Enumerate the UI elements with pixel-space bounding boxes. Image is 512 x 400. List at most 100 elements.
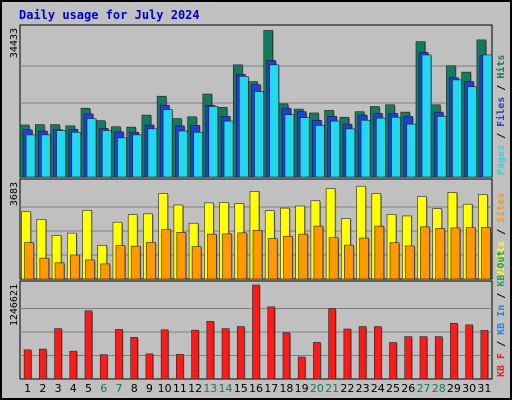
day-label-5: 5 (85, 382, 92, 395)
bar-pages-day-17 (269, 64, 280, 178)
bar-kb-f-day-21 (328, 308, 336, 380)
bar-kb-f-day-1 (23, 349, 32, 380)
bar-sites-day-15 (237, 232, 248, 280)
bar-sites-day-23 (359, 237, 369, 280)
bar-sites-day-26 (404, 245, 415, 280)
day-label-22: 22 (340, 382, 354, 395)
bar-sites-day-20 (313, 225, 324, 280)
bar-kb-f-day-27 (419, 336, 428, 380)
bar-kb-f-day-25 (389, 342, 397, 380)
legend-entry: / (496, 133, 507, 145)
bar-pages-day-26 (406, 123, 417, 178)
series-kb-f (23, 284, 489, 380)
bar-pages-day-19 (299, 117, 310, 178)
bar-pages-day-29 (452, 79, 462, 178)
day-label-13: 13 (203, 382, 217, 395)
legend-kbytes: KB F / KB In / KB Out (496, 251, 507, 377)
legend-entry: KB In (496, 305, 507, 341)
bar-pages-day-14 (223, 120, 234, 178)
bar-sites-day-13 (207, 233, 217, 280)
bar-sites-day-17 (267, 238, 278, 280)
legend-visits-sites: Visits / Sites (495, 193, 507, 277)
bar-kb-f-day-8 (130, 337, 138, 380)
day-labels: 1 2 3 4 5 6 7 8 9 10 11 12 13 14 15 16 17 18 19 20 21 22 23 24 2… (24, 382, 491, 395)
bar-pages-day-30 (467, 86, 477, 178)
day-label-1: 1 (24, 382, 31, 395)
day-label-14: 14 (219, 382, 233, 395)
day-label-21: 21 (325, 382, 339, 395)
bar-kb-f-day-29 (450, 322, 458, 380)
bar-pages-day-6 (101, 130, 112, 178)
day-label-17: 17 (264, 382, 278, 395)
bar-pages-day-25 (391, 116, 401, 178)
bar-kb-f-day-30 (465, 324, 473, 380)
legend-entry: KB Out (496, 251, 507, 293)
day-label-26: 26 (401, 382, 415, 395)
bar-pages-day-24 (376, 117, 386, 178)
day-label-29: 29 (447, 382, 461, 395)
bar-sites-day-9 (146, 242, 156, 280)
day-label-4: 4 (70, 382, 77, 395)
bar-kb-f-day-17 (267, 306, 276, 380)
bar-pages-day-21 (330, 120, 340, 178)
bar-sites-day-22 (344, 244, 354, 280)
bar-sites-day-7 (115, 245, 126, 280)
day-label-11: 11 (173, 382, 187, 395)
day-label-28: 28 (432, 382, 446, 395)
bar-sites-day-27 (420, 226, 430, 280)
bar-kb-f-day-13 (206, 321, 215, 380)
bar-pages-day-16 (254, 91, 264, 178)
bar-pages-day-7 (117, 137, 127, 178)
bar-sites-day-1 (24, 242, 34, 280)
bar-kb-f-day-7 (115, 329, 123, 380)
bar-sites-day-6 (100, 263, 111, 280)
legend-entry: / (496, 341, 507, 353)
bar-kb-f-day-18 (282, 332, 291, 380)
bar-sites-day-31 (481, 227, 491, 280)
bar-kb-f-day-12 (191, 329, 199, 380)
bar-pages-day-5 (86, 118, 97, 178)
bar-kb-f-day-14 (221, 328, 230, 380)
bar-sites-day-21 (328, 237, 339, 280)
day-label-16: 16 (249, 382, 263, 395)
bar-pages-day-23 (360, 119, 371, 178)
legend-entry: Pages (496, 145, 507, 175)
day-label-6: 6 (100, 382, 107, 395)
day-label-10: 10 (158, 382, 172, 395)
day-label-30: 30 (462, 382, 476, 395)
bar-kb-f-day-9 (145, 353, 154, 380)
bar-sites-day-16 (252, 229, 263, 280)
bar-pages-day-9 (147, 128, 158, 178)
bar-sites-day-3 (54, 262, 65, 280)
bar-sites-day-11 (176, 232, 187, 280)
bar-pages-day-10 (162, 109, 173, 178)
bar-pages-day-31 (482, 54, 493, 178)
bar-sites-day-8 (130, 245, 141, 280)
bar-pages-day-1 (25, 134, 36, 178)
panel-hits-files-pages: 34433 Pages / Files / Hits (9, 24, 507, 178)
bar-kb-f-day-22 (343, 328, 352, 380)
ymax-label: 34433 (9, 28, 20, 58)
bar-pages-day-28 (436, 116, 447, 178)
bar-kb-f-day-15 (236, 326, 245, 380)
legend-hits-files-pages: Pages / Files / Hits (495, 55, 507, 175)
bar-kb-f-day-16 (252, 284, 260, 380)
legend-entry: Visits (495, 241, 507, 277)
bar-pages-day-18 (284, 114, 295, 178)
day-label-24: 24 (371, 382, 385, 395)
bar-pages-day-15 (238, 76, 249, 178)
panel-visits-sites: 3683 Visits / Sites (9, 178, 507, 280)
ymax-label: 3683 (9, 182, 20, 206)
bar-sites-day-12 (191, 246, 202, 280)
bar-sites-day-25 (389, 242, 400, 280)
bar-kb-f-day-23 (358, 326, 367, 380)
bar-pages-day-13 (208, 106, 219, 178)
bar-kb-f-day-19 (297, 356, 306, 380)
day-label-18: 18 (279, 382, 293, 395)
bar-sites-day-5 (85, 259, 95, 280)
day-label-2: 2 (39, 382, 46, 395)
bar-pages-day-8 (132, 134, 142, 178)
legend-entry: Sites (495, 193, 507, 229)
bar-pages-day-2 (41, 134, 51, 178)
bar-pages-day-11 (178, 130, 188, 178)
